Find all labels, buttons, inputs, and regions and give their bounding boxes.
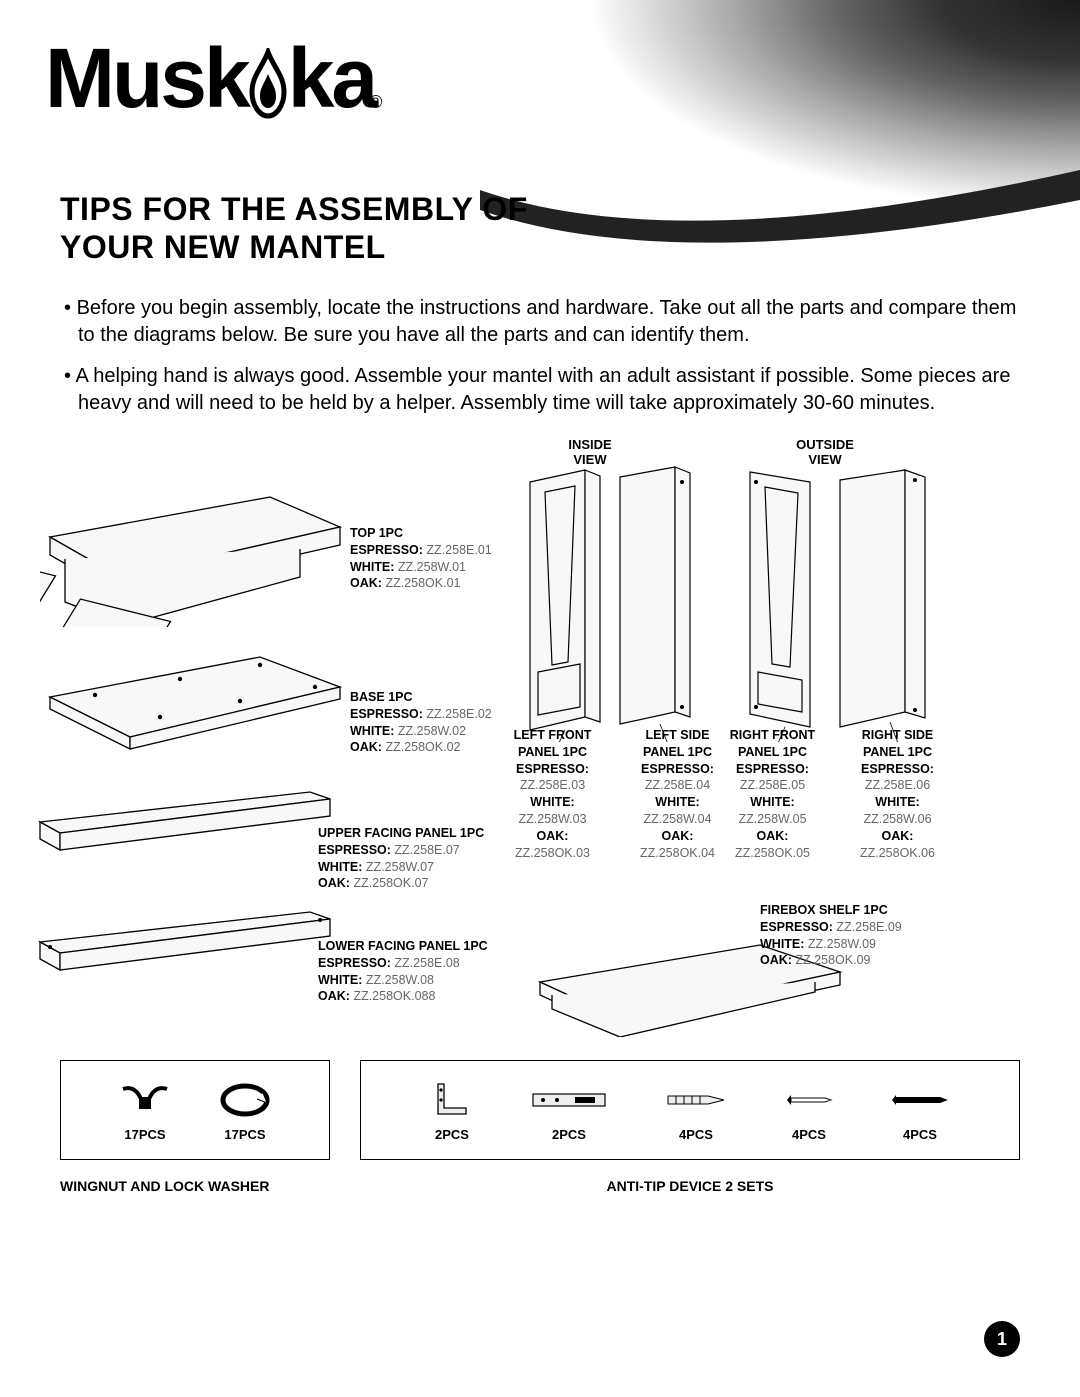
tip-1: Before you begin assembly, locate the in… xyxy=(78,295,1020,349)
label-rf: RIGHT FRONT PANEL 1PC ESPRESSO:ZZ.258E.0… xyxy=(715,727,830,862)
label-top: TOP 1PC ESPRESSO: ZZ.258E.01 WHITE: ZZ.2… xyxy=(350,525,492,593)
left-panels-sketch xyxy=(510,462,710,742)
brand-text-2: ka xyxy=(288,30,375,127)
label-shelf: FIREBOX SHELF 1PC ESPRESSO: ZZ.258E.09 W… xyxy=(760,902,902,970)
flame-icon xyxy=(242,43,294,115)
plate-item: 2PCS xyxy=(531,1079,607,1142)
title-line-1: TIPS FOR THE ASSEMBLY OF xyxy=(60,190,1020,228)
right-panels-sketch xyxy=(730,462,950,742)
brand-reg: ® xyxy=(369,92,379,113)
upper-panel-sketch xyxy=(30,787,360,857)
anchor-item: 4PCS xyxy=(664,1079,728,1142)
label-lower: LOWER FACING PANEL 1PC ESPRESSO: ZZ.258E… xyxy=(318,938,488,1006)
parts-diagram: INSIDEVIEW OUTSIDEVIEW xyxy=(60,437,1020,1087)
label-upper: UPPER FACING PANEL 1PC ESPRESSO: ZZ.258E… xyxy=(318,825,484,893)
hardware-caption-2: ANTI-TIP DEVICE 2 SETS xyxy=(607,1178,774,1194)
brand-logo: Musk ka ® xyxy=(45,30,379,127)
top-sketch xyxy=(40,477,350,627)
tips-list: Before you begin assembly, locate the in… xyxy=(60,295,1020,417)
base-sketch xyxy=(40,647,350,757)
page-title: TIPS FOR THE ASSEMBLY OF YOUR NEW MANTEL xyxy=(60,190,1020,267)
screw-large-item: 4PCS xyxy=(890,1079,950,1142)
label-rs: RIGHT SIDE PANEL 1PC ESPRESSO:ZZ.258E.06… xyxy=(845,727,950,862)
label-lf: LEFT FRONT PANEL 1PC ESPRESSO:ZZ.258E.03… xyxy=(500,727,605,862)
hardware-caption-1: WINGNUT AND LOCK WASHER xyxy=(60,1178,269,1194)
tip-2: A helping hand is always good. Assemble … xyxy=(78,363,1020,417)
label-base: BASE 1PC ESPRESSO: ZZ.258E.02 WHITE: ZZ.… xyxy=(350,689,492,757)
screw-small-item: 4PCS xyxy=(785,1079,833,1142)
title-line-2: YOUR NEW MANTEL xyxy=(60,228,1020,266)
page-number: 1 xyxy=(984,1321,1020,1357)
brand-text-1: Musk xyxy=(45,30,248,127)
bracket-item: 2PCS xyxy=(430,1079,474,1142)
lower-panel-sketch xyxy=(30,907,360,977)
lockwasher-item: 17PCS xyxy=(217,1079,273,1142)
wingnut-item: 17PCS xyxy=(117,1079,173,1142)
